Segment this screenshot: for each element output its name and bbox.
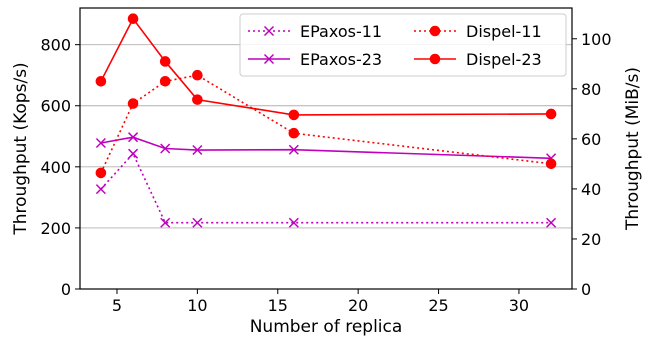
- data-point-epaxos-11: [128, 148, 139, 159]
- data-point-dispel-11: [159, 76, 171, 87]
- y-right-tick-label: 60: [581, 130, 601, 149]
- data-point-dispel-23: [192, 94, 203, 105]
- y-left-tick-label: 200: [40, 219, 71, 238]
- data-point-dispel-11: [288, 127, 300, 139]
- legend: EPaxos-11 EPaxos-23 Dispel-11 Dispel-23: [239, 13, 567, 77]
- legend-item-dispel-11: Dispel-11: [414, 22, 542, 41]
- legend-label-epaxos-23: EPaxos-23: [300, 50, 382, 69]
- legend-item-dispel-23: Dispel-23: [414, 50, 542, 69]
- legend-marker-dispel-23: [429, 53, 441, 65]
- legend-item-epaxos-23: EPaxos-23: [248, 50, 382, 69]
- y-right-tick-label: 0: [581, 280, 591, 299]
- data-point-epaxos-11: [95, 184, 106, 195]
- series-epaxos-11: [95, 148, 557, 228]
- plot-frame: [79, 7, 573, 290]
- data-point-epaxos-23: [288, 144, 299, 155]
- data-point-dispel-11: [192, 69, 203, 81]
- x-tick-label: 30: [509, 296, 529, 315]
- y-right-tick-label: 100: [581, 30, 612, 49]
- series-dispel-23: [95, 13, 557, 121]
- y-right-tick-label: 40: [581, 180, 601, 199]
- axis-ticks: 5 10 15 20 25 30 0 200 400 600 800 0 20 40 60 80 100: [40, 30, 611, 315]
- series-epaxos-23: [95, 132, 557, 164]
- legend-marker-epaxos-11: [263, 25, 275, 37]
- data-point-dispel-23: [95, 76, 107, 87]
- legend-box: [239, 13, 567, 77]
- series-line-dispel-11: [100, 74, 552, 174]
- y-right-tick-label: 80: [581, 80, 601, 99]
- data-point-epaxos-11: [160, 217, 171, 228]
- data-point-epaxos-23: [95, 137, 106, 149]
- y-axis-label-right: Throughput (MiB/s): [623, 67, 643, 231]
- legend-label-dispel-11: Dispel-11: [466, 22, 542, 41]
- data-point-epaxos-23: [160, 143, 171, 154]
- series-line-epaxos-23: [100, 136, 552, 160]
- plot-series: [95, 13, 557, 228]
- legend-label-dispel-23: Dispel-23: [466, 50, 542, 69]
- data-point-dispel-11: [127, 98, 139, 109]
- y-right-tick-label: 20: [581, 230, 601, 249]
- x-axis-label: Number of replica: [250, 317, 403, 337]
- data-point-epaxos-23: [192, 144, 203, 156]
- data-point-epaxos-23: [128, 132, 139, 143]
- y-left-tick-label: 800: [40, 36, 71, 55]
- y-axis-label-left: Throughput (Kops/s): [11, 62, 31, 235]
- x-tick-label: 15: [268, 296, 288, 315]
- data-point-dispel-11: [545, 158, 557, 170]
- data-point-dispel-23: [288, 109, 300, 121]
- x-tick-label: 25: [428, 296, 448, 315]
- series-line-epaxos-11: [100, 152, 552, 224]
- legend-item-epaxos-11: EPaxos-11: [248, 22, 382, 41]
- series-dispel-11: [95, 69, 557, 179]
- data-point-epaxos-11: [192, 217, 203, 228]
- data-point-epaxos-11: [546, 217, 557, 228]
- x-tick-label: 10: [187, 296, 207, 315]
- y-left-tick-label: 600: [40, 97, 71, 116]
- data-point-dispel-23: [545, 108, 557, 120]
- legend-marker-epaxos-23: [263, 53, 275, 65]
- data-point-dispel-23: [127, 13, 139, 24]
- x-tick-label: 20: [348, 296, 368, 315]
- y-left-tick-label: 0: [61, 280, 71, 299]
- legend-marker-dispel-11: [429, 25, 441, 37]
- series-line-dispel-23: [100, 17, 552, 116]
- y-left-tick-label: 400: [40, 158, 71, 177]
- data-point-dispel-11: [95, 167, 107, 179]
- data-point-epaxos-11: [288, 217, 299, 228]
- data-point-dispel-23: [159, 56, 171, 67]
- legend-label-epaxos-11: EPaxos-11: [300, 22, 382, 41]
- x-tick-label: 5: [112, 296, 122, 315]
